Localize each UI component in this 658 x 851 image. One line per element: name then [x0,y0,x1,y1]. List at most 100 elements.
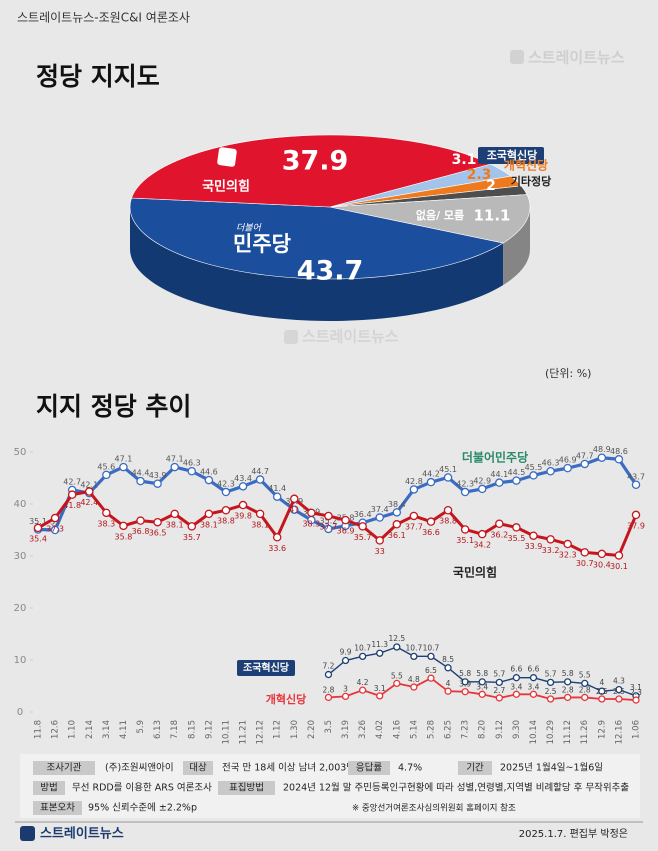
data-label: 8.5 [442,655,454,664]
data-point [375,536,384,545]
slice-value: 2 [486,178,496,194]
data-point [376,692,384,700]
info-value: 4.7% [398,763,422,774]
y-tick-label: 0 [17,707,23,718]
data-label: 45.1 [439,465,457,474]
watermark: 스트레이트뉴스 [528,49,625,67]
info-note: ※ 중앙선거여론조사심의위원회 홈페이지 참조 [352,803,516,814]
data-label: 10.7 [423,643,440,652]
data-label: 38.3 [97,519,115,528]
data-label: 9.9 [340,648,352,657]
info-label: 대상 [189,763,207,774]
data-point [410,652,418,661]
data-label: 7.2 [322,662,334,671]
info-value: 무선 RDD를 이용한 ARS 여론조사 [72,782,212,794]
data-label: 41.8 [63,501,81,510]
data-label: 43.9 [149,471,167,480]
x-tick-label: 10.11 [221,720,231,744]
data-label: 11.3 [371,640,388,649]
data-label: 6.6 [528,665,540,674]
credit: 2025.1.7. 편집부 박정은 [519,828,628,840]
data-label: 42.3 [217,480,235,489]
slice-label: 국민의힘 [202,179,250,195]
data-point [631,510,641,520]
data-point [238,482,248,491]
data-point [512,690,521,698]
data-point [358,522,367,531]
data-label: 35.7 [354,533,372,542]
data-point [119,521,128,531]
data-label: 42.9 [473,476,491,485]
data-point [221,505,231,515]
info-value: 95% 신뢰수준에 ±2.2%p [88,803,197,814]
data-point [478,678,486,686]
data-label: 37.7 [405,522,423,531]
data-point [443,473,453,482]
data-label: 35.7 [183,533,201,542]
data-label: 3.4 [510,682,522,691]
data-label: 4.3 [613,677,625,686]
data-label: 5.5 [579,670,591,679]
info-label-box [33,801,82,815]
data-label: 41 [289,505,299,514]
data-point [324,511,333,521]
data-label: 46.3 [542,459,560,468]
survey-info: 조사기관 (주)조원씨앤아이 대상 전국 만 18세 이상 남녀 2,003명 응답률 4… [33,761,629,815]
data-point [546,678,555,687]
data-label: 39.8 [234,512,252,521]
x-tick-label: 5.28 [426,720,436,739]
data-label: 35.4 [29,534,47,543]
data-point [580,459,589,469]
data-point [102,470,111,480]
data-point [393,643,401,651]
data-label: 2.5 [596,687,608,696]
data-label: 10.7 [406,643,423,652]
data-point [581,679,589,688]
legend-label: 조국혁신당 [243,661,290,674]
data-label: 36.4 [354,510,372,519]
data-point [597,453,607,462]
data-label: 3.1 [374,684,386,693]
data-point [324,524,333,534]
data-label: 42.4 [80,498,98,507]
data-point [221,487,231,497]
info-label: 응답률 [356,762,382,774]
data-point [614,455,624,464]
info-value: 2024년 12월 말 주민등록인구현황에 따라 성별,연령별,지역별 비례할당… [283,782,629,794]
data-point [375,513,384,522]
data-label: 42.1 [80,481,98,490]
x-tick-label: 5.14 [409,720,419,739]
unit: (단위: %) [545,367,591,380]
slice-label: 개혁신당 [504,158,548,173]
data-point [392,508,402,517]
data-label: 44.2 [422,470,440,479]
slice [129,197,505,280]
data-point [341,515,350,525]
data-point [409,485,419,494]
data-label: 5.7 [493,669,505,678]
data-label: 43.4 [234,474,252,483]
data-point [102,508,111,518]
data-point [546,535,555,544]
data-label: 4.8 [408,675,420,684]
data-point [187,522,197,531]
data-point [119,462,128,472]
data-label: 2.8 [562,685,574,694]
data-label: 38.8 [439,517,457,526]
data-label: 4 [446,679,451,688]
x-tick-label: 2.20 [307,720,317,739]
x-tick-label: 3.5 [324,720,334,734]
data-point [461,678,469,686]
x-tick-label: 1.06 [632,720,642,739]
data-point [495,694,503,702]
data-label: 38.8 [217,517,235,526]
data-label: 42.3 [456,480,474,489]
data-point [597,549,607,559]
info-label: 조사기관 [47,763,82,774]
data-label: 10.7 [354,643,371,652]
data-label: 43.7 [627,472,645,481]
data-label: 47.1 [115,455,133,464]
data-label: 42.7 [63,477,81,486]
slice-label: 기타정당 [511,174,551,188]
